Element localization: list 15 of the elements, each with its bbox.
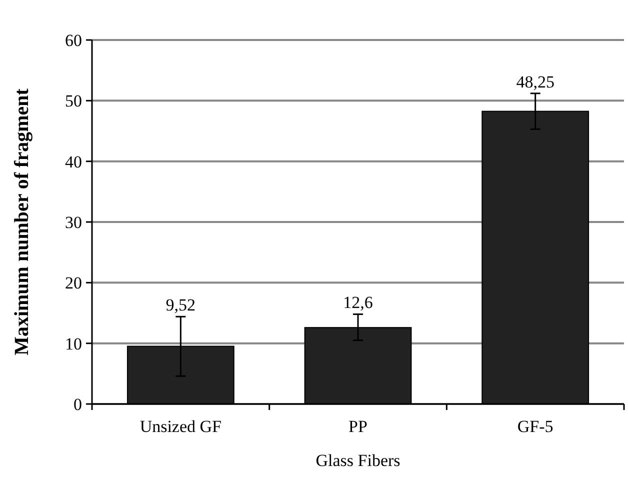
data-label: 48,25: [516, 72, 554, 92]
x-tick-label: GF-5: [517, 417, 554, 436]
x-tick-label: Unsized GF: [140, 417, 222, 436]
data-label: 12,6: [343, 293, 373, 312]
data-label: 9,52: [166, 296, 196, 315]
y-tick-label: 20: [65, 274, 82, 293]
x-axis-title: Glass Fibers: [316, 451, 400, 470]
y-tick-label: 30: [65, 212, 82, 232]
y-tick-label: 10: [65, 334, 82, 354]
x-tick-label: PP: [348, 417, 368, 436]
y-tick-label: 50: [65, 92, 82, 111]
y-tick-label: 0: [74, 394, 82, 414]
y-axis-title: Maximum number of fragment: [11, 88, 33, 356]
y-tick-label: 40: [65, 152, 82, 172]
y-tick-label: 60: [65, 30, 82, 50]
